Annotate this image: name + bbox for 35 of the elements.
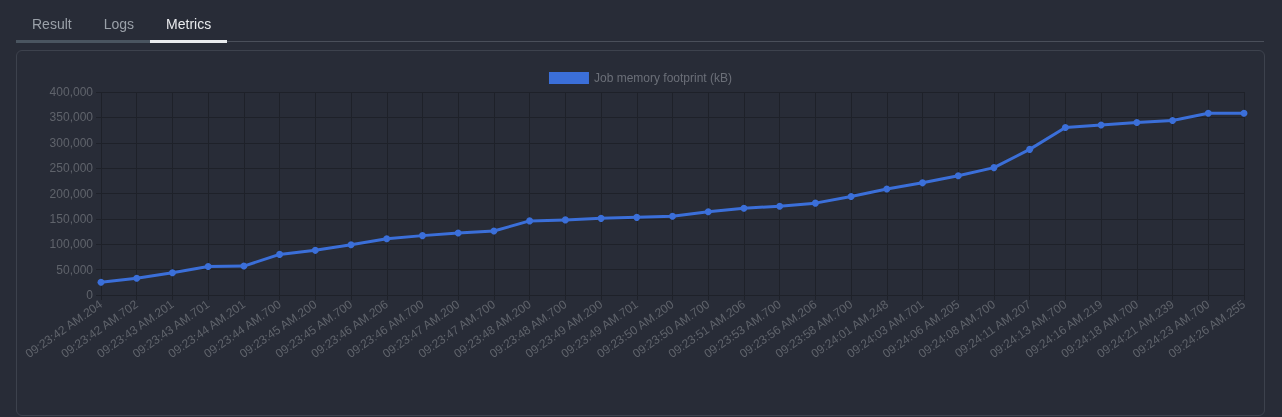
point: [919, 179, 927, 187]
point: [1061, 124, 1069, 132]
legend-label: Job memory footprint (kB): [593, 71, 733, 85]
point: [740, 204, 748, 212]
point: [347, 241, 355, 249]
point: [633, 213, 641, 221]
point: [311, 246, 319, 254]
point: [526, 217, 534, 225]
point: [990, 164, 998, 172]
text: Metrics: [150, 8, 228, 43]
text: Logs: [87, 8, 151, 43]
point: [776, 202, 784, 210]
point: [1026, 145, 1034, 153]
point: [383, 235, 391, 243]
point: [454, 229, 462, 237]
point: [847, 193, 855, 201]
point: [418, 232, 426, 240]
point: [133, 274, 141, 282]
point: [704, 208, 712, 216]
point: [168, 269, 176, 277]
point: [669, 212, 676, 220]
point: [204, 263, 212, 271]
point: [883, 185, 891, 193]
point: [1240, 109, 1248, 117]
point: [276, 250, 284, 258]
point: [1204, 109, 1212, 117]
point: [240, 262, 248, 270]
point: [97, 278, 105, 286]
point: [1133, 118, 1141, 126]
point: [597, 214, 605, 222]
point: [1169, 116, 1177, 124]
point: [561, 216, 569, 224]
point: [954, 172, 962, 180]
text: Result: [16, 8, 88, 43]
point: [811, 199, 819, 207]
